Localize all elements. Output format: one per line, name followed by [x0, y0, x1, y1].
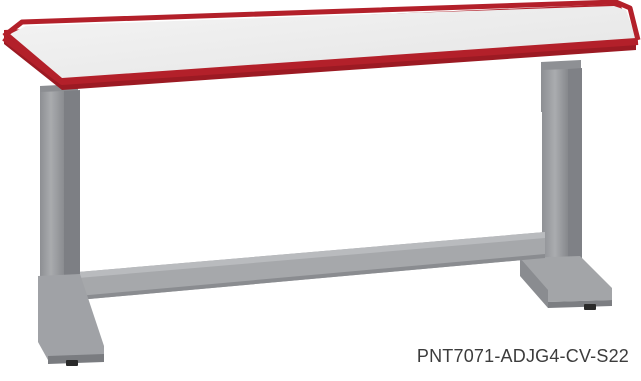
table-top	[2, 0, 641, 90]
glide-right	[584, 304, 596, 310]
product-sku-label: PNT7071-ADJG4-CV-S22	[416, 346, 629, 366]
crossbar	[78, 232, 545, 300]
right-leg	[520, 60, 612, 310]
left-leg	[38, 84, 104, 366]
glide-left	[66, 360, 78, 366]
